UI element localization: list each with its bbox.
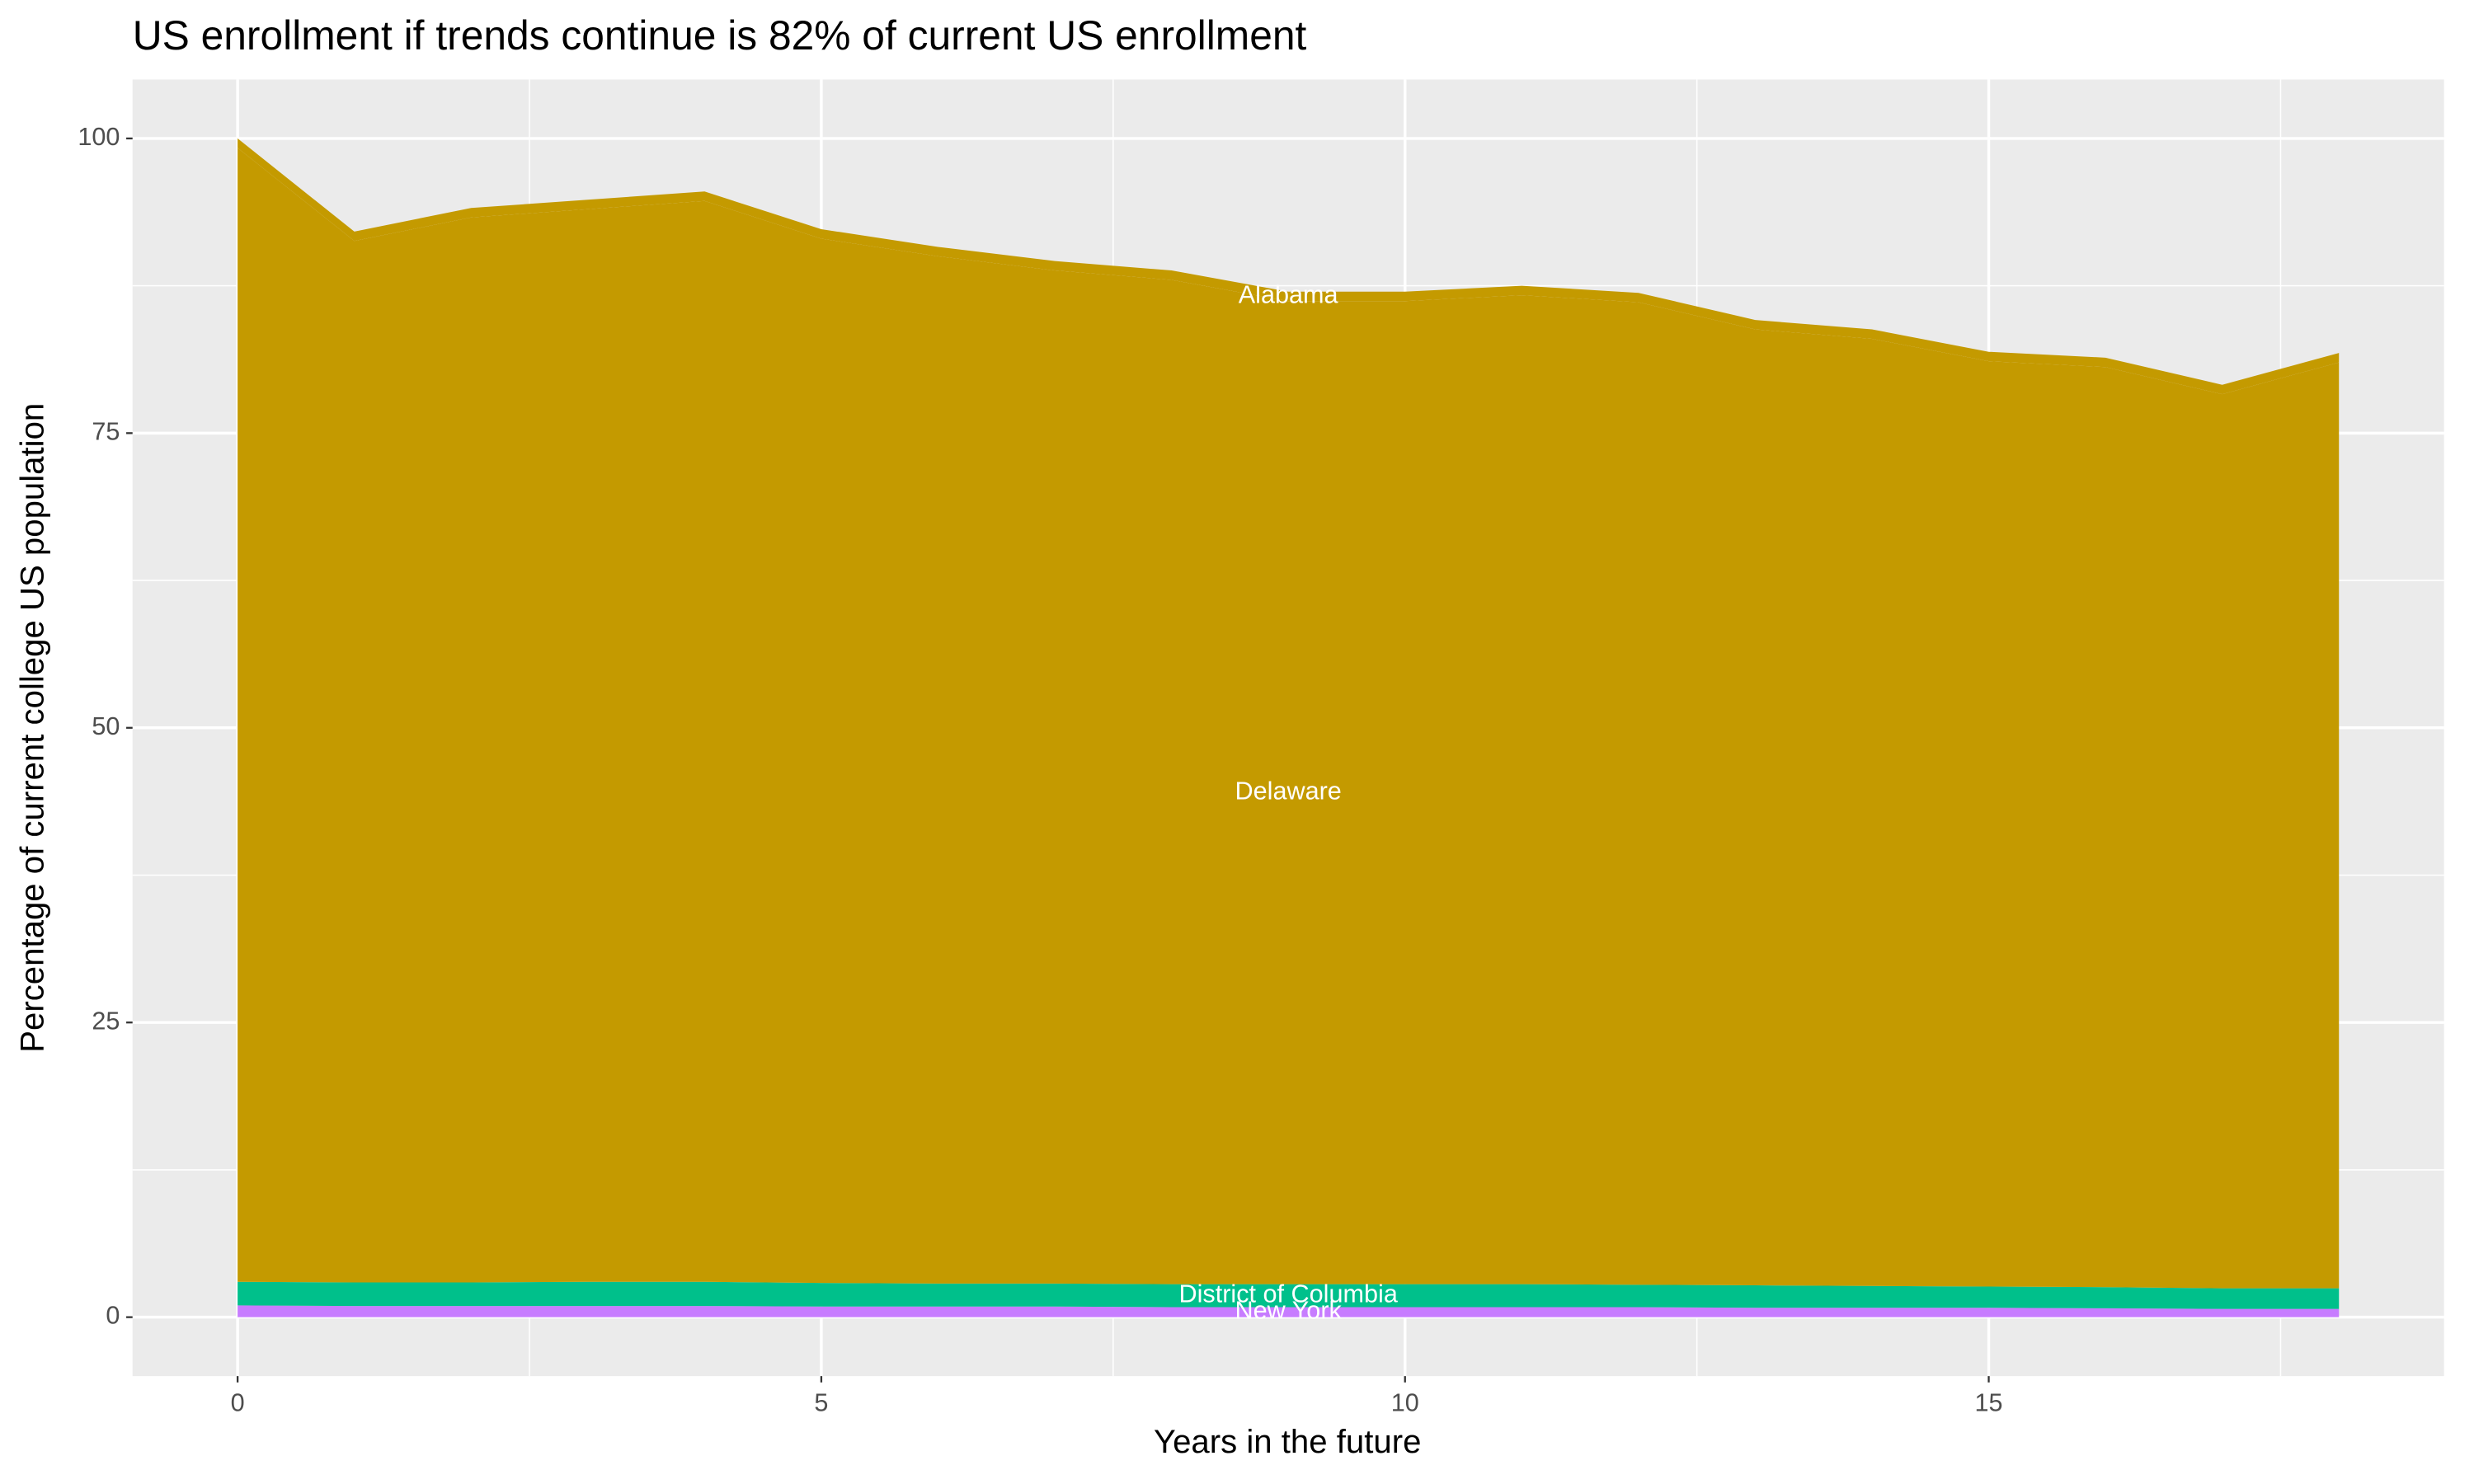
area	[238, 138, 2340, 395]
y-tick-label: 0	[106, 1302, 120, 1330]
x-tick-label: 5	[814, 1389, 828, 1417]
x-axis-title: Years in the future	[1154, 1423, 1421, 1460]
y-tick-label: 25	[92, 1007, 120, 1035]
y-tick-label: 50	[92, 712, 120, 740]
areas	[238, 138, 2340, 1317]
y-axis-title: Percentage of current college US populat…	[14, 403, 51, 1053]
area-label: New York	[1235, 1297, 1343, 1325]
x-tick-label: 15	[1975, 1389, 2003, 1417]
y-tick-label: 75	[92, 417, 120, 445]
y-tick-label: 100	[78, 123, 120, 151]
axes: 0 25 50 75 100 0 5 10 15	[78, 123, 2002, 1417]
x-tick-label: 0	[231, 1389, 245, 1417]
area	[238, 1281, 2340, 1309]
area	[238, 1305, 2340, 1317]
area-label: District of Columbia	[1179, 1280, 1399, 1308]
x-tick-label: 10	[1391, 1389, 1419, 1417]
area-label: Delaware	[1235, 777, 1342, 805]
chart-title: US enrollment if trends continue is 82% …	[133, 12, 1307, 59]
area	[238, 148, 2340, 1289]
area-label: Alabama	[1239, 281, 1339, 309]
